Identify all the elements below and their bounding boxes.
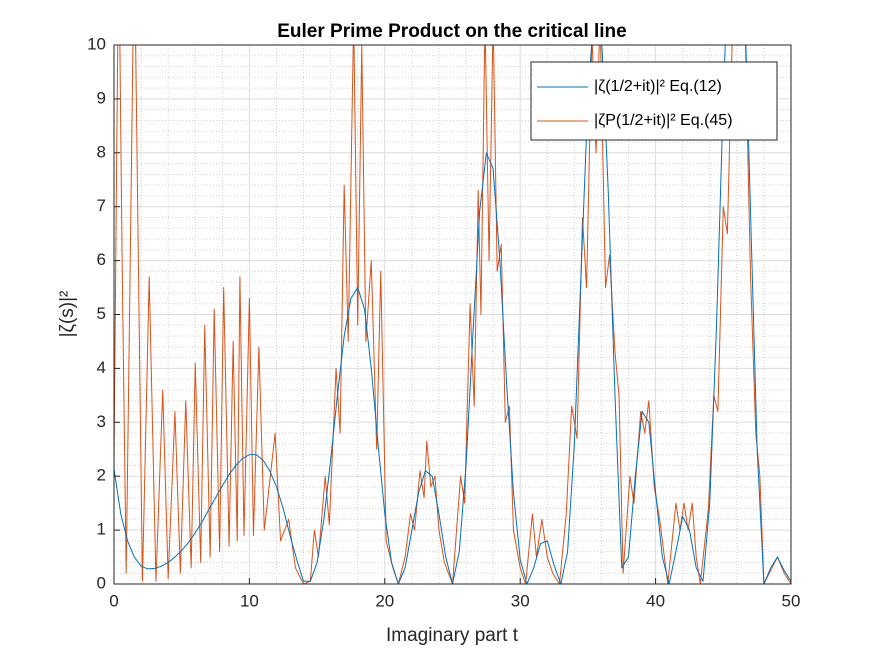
y-tick-label: 5: [97, 304, 106, 323]
legend-label: |ζ(1/2+it)|² Eq.(12): [594, 78, 722, 95]
x-tick-label: 30: [511, 591, 530, 610]
y-axis-label: |ζ(s)|²: [57, 291, 78, 338]
legend-label: |ζP(1/2+it)|² Eq.(45): [594, 112, 733, 129]
x-tick-label: 0: [109, 591, 118, 610]
legend: |ζ(1/2+it)|² Eq.(12) |ζP(1/2+it)|² Eq.(45…: [530, 61, 778, 141]
y-tick-label: 2: [97, 466, 106, 485]
x-tick-label: 40: [646, 591, 665, 610]
chart-title: Euler Prime Product on the critical line: [277, 21, 626, 42]
y-tick-label: 1: [97, 520, 106, 539]
x-tick-label: 20: [375, 591, 394, 610]
x-tick-label: 10: [240, 591, 259, 610]
x-axis-label: Imaginary part t: [386, 625, 519, 646]
y-tick-label: 10: [87, 34, 106, 53]
y-tick-label: 7: [97, 196, 106, 215]
ticks: 0 10 20 30 40 50 0 1 2 3 4 5 6 7 8 9 10: [87, 34, 800, 610]
x-tick-label: 50: [782, 591, 801, 610]
series-line: [114, 45, 791, 584]
y-tick-label: 8: [97, 142, 106, 161]
y-tick-label: 3: [97, 412, 106, 431]
y-tick-label: 9: [97, 88, 106, 107]
series-line: [114, 45, 791, 584]
legend-box: [530, 61, 778, 141]
y-tick-label: 0: [97, 573, 106, 592]
lines: [114, 45, 791, 584]
y-tick-label: 6: [97, 250, 106, 269]
y-tick-label: 4: [97, 358, 106, 377]
